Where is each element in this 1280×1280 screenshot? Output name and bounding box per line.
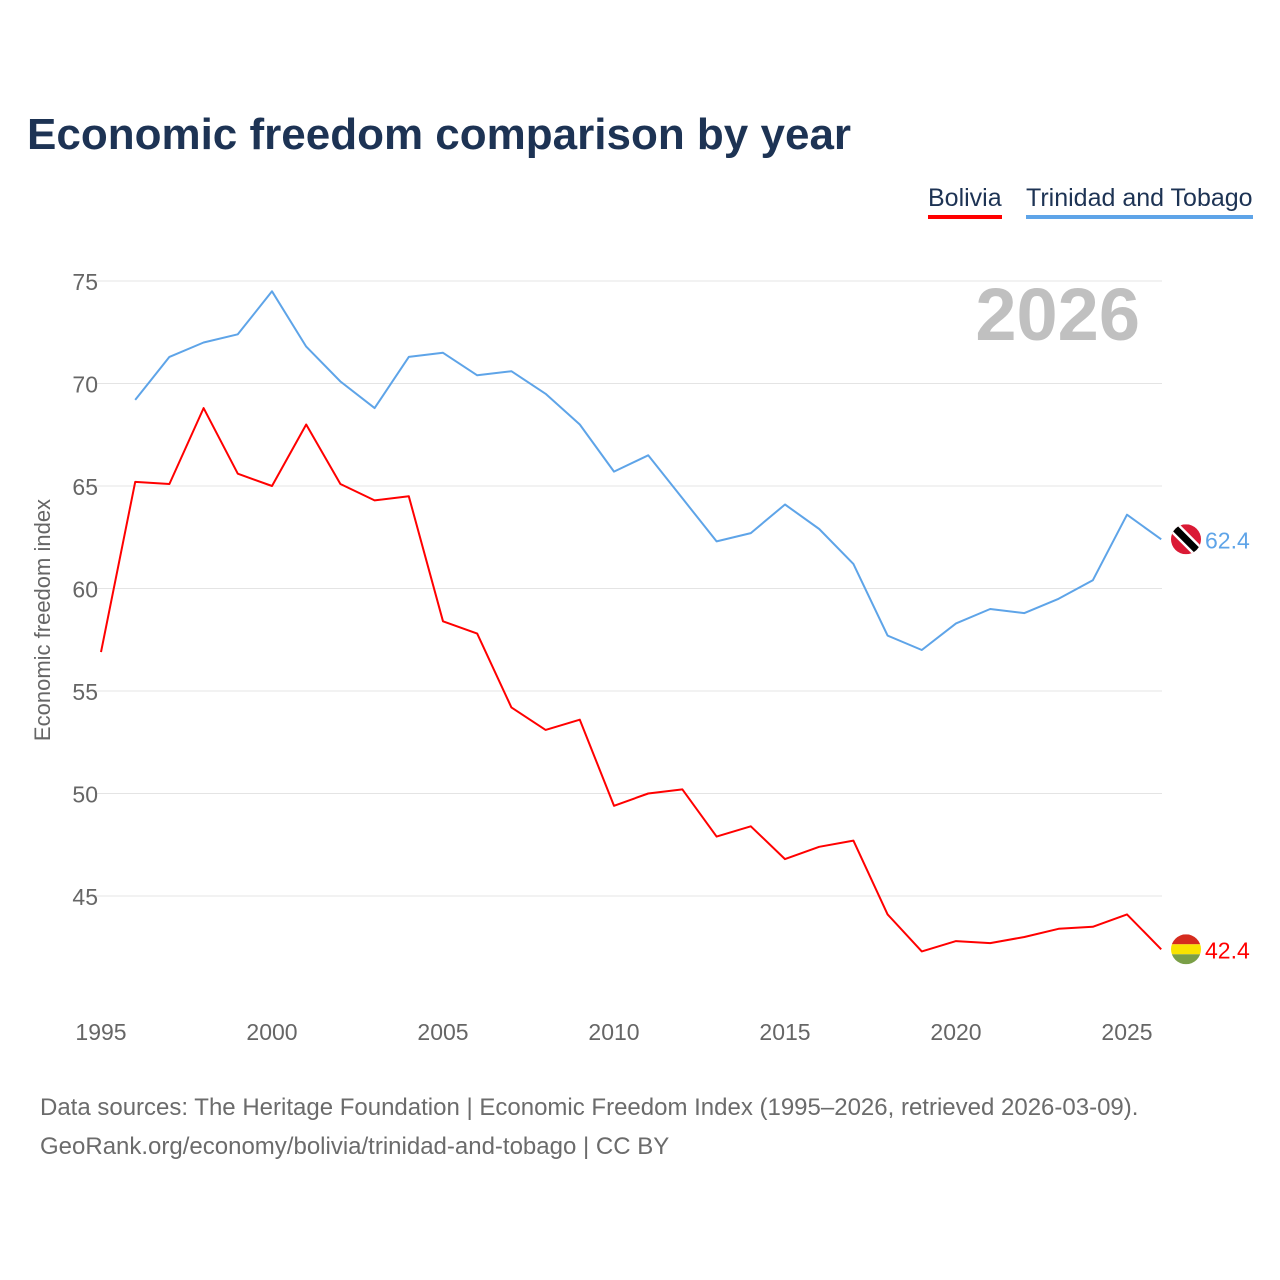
legend-trinidad-and-tobago[interactable]: Trinidad and Tobago — [1026, 184, 1253, 219]
legend-bolivia[interactable]: Bolivia — [928, 184, 1002, 219]
y-tick-label: 75 — [72, 269, 98, 295]
end-value-label: 62.4 — [1205, 527, 1250, 553]
end-value-label: 42.4 — [1205, 937, 1250, 963]
y-tick-label: 70 — [72, 372, 98, 398]
chart-title: Economic freedom comparison by year — [27, 110, 852, 159]
year-watermark: 2026 — [975, 273, 1140, 356]
footer: Data sources: The Heritage Foundation | … — [40, 1088, 1138, 1166]
y-tick-label: 45 — [72, 884, 98, 910]
y-axis-label: Economic freedom index — [30, 499, 55, 741]
x-tick-label: 2010 — [588, 1019, 639, 1045]
trinidad-and-tobago-flag-icon — [1171, 524, 1201, 555]
x-tick-label: 2020 — [930, 1019, 981, 1045]
x-tick-label: 2005 — [417, 1019, 468, 1045]
x-tick-label: 2015 — [759, 1019, 810, 1045]
y-tick-label: 55 — [72, 679, 98, 705]
footer-sources: Data sources: The Heritage Foundation | … — [40, 1094, 1139, 1121]
series-line-bolivia — [100, 407, 1162, 953]
y-tick-label: 50 — [72, 782, 98, 808]
x-tick-label: 2025 — [1101, 1019, 1152, 1045]
footer-link[interactable]: GeoRank.org/economy/bolivia/trinidad-and… — [40, 1133, 670, 1160]
series-line-trinidad-and-tobago — [134, 290, 1162, 651]
x-tick-label: 1995 — [75, 1019, 126, 1045]
x-tick-label: 2000 — [246, 1019, 297, 1045]
y-tick-label: 60 — [72, 577, 98, 603]
bolivia-flag-icon — [1171, 934, 1201, 965]
y-tick-label: 65 — [72, 474, 98, 500]
